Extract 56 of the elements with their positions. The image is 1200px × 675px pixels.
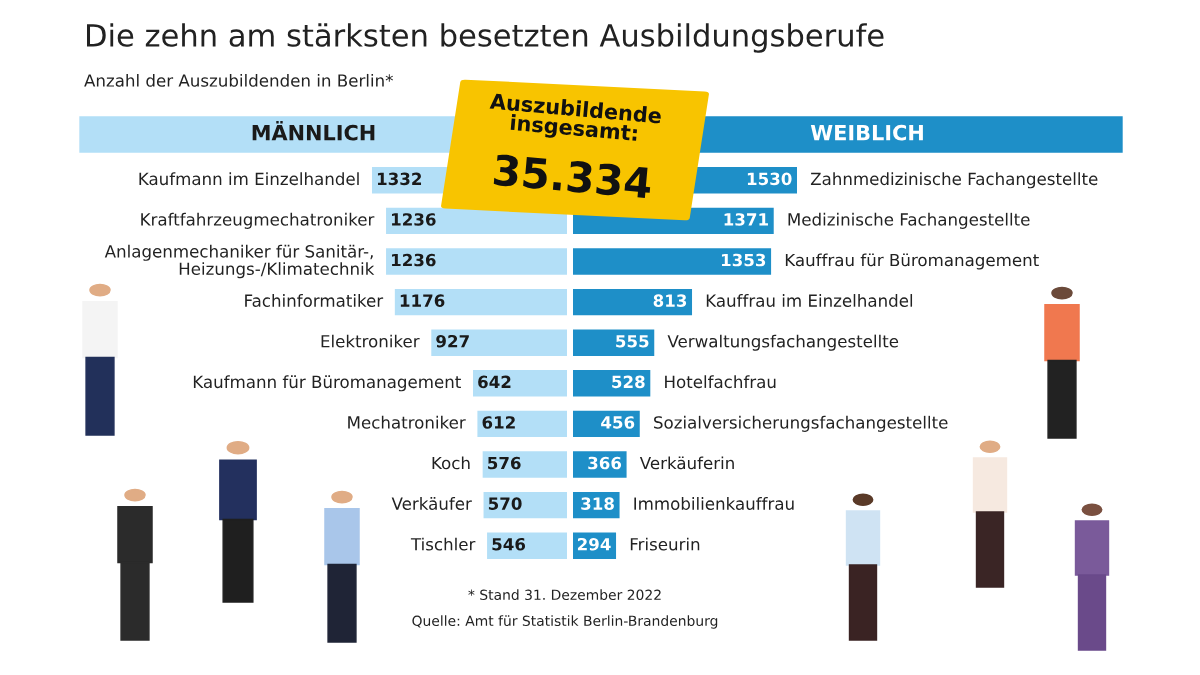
category-label: Hotelfachfrau: [665, 375, 776, 389]
bar: [431, 329, 567, 356]
data-label: 1530: [747, 172, 792, 186]
data-label: 570: [488, 497, 522, 510]
data-label: 927: [436, 334, 469, 348]
category-label: Verwaltungsfachangestellte: [667, 334, 899, 351]
category-label: Zahnmedizinische Fachangestellte: [810, 172, 1098, 189]
data-label: 528: [612, 375, 645, 389]
category-label: Medizinische Fachangestellte: [788, 212, 1030, 229]
annotation: 35.334: [493, 153, 652, 199]
data-label: 546: [492, 537, 526, 551]
data-label: 1236: [392, 213, 436, 226]
data-label: 366: [588, 456, 622, 470]
data-label: 576: [488, 456, 521, 470]
data-label: 555: [616, 335, 649, 348]
text: Anzahl der Auszubildenden in Berlin*: [84, 73, 393, 87]
text: * Stand 31. Dezember 2022: [468, 589, 661, 601]
bar: [482, 451, 567, 478]
data-label: 1176: [400, 294, 445, 307]
category-label: Koch: [432, 456, 470, 470]
data-label: 294: [577, 537, 611, 551]
data-label: 642: [478, 375, 511, 389]
data-label: 456: [601, 416, 635, 429]
bar: [473, 370, 567, 397]
series-label: MÄNNLICH: [252, 120, 375, 141]
category-label: Kraftfahrzeugmechatroniker: [141, 212, 375, 229]
data-label: 1236: [392, 253, 436, 267]
text: Auszubildende insgesamt:: [489, 92, 662, 146]
data-label: 318: [581, 497, 614, 510]
chart-title: Die zehn am stärksten besetzten Ausbildungsberufe: [87, 23, 884, 53]
bar: [386, 248, 567, 275]
data-label: 1353: [721, 253, 766, 267]
category-label: Immobilienkauffrau: [634, 497, 794, 510]
category-label: Kauffrau im Einzelhandel: [706, 294, 913, 307]
category-label: Friseurin: [630, 537, 700, 551]
category-label: Fachinformatiker: [245, 294, 384, 307]
data-label: 813: [653, 294, 687, 307]
category-label: Verkäuferin: [639, 456, 734, 470]
category-label: Tischler: [410, 537, 476, 551]
data-label: 1371: [724, 213, 768, 226]
category-label: Verkäufer: [391, 497, 472, 510]
category-label: Kauffrau für Büromanagement: [785, 253, 1039, 270]
bar: [573, 288, 693, 316]
series-label: WEIBLICH: [810, 124, 923, 141]
bar: [573, 248, 772, 275]
data-label: 1332: [377, 172, 422, 186]
category-label: Kaufmann für Büromanagement: [193, 375, 461, 392]
category-label: Anlagenmechaniker für Sanitär-, Heizungs-/Klimatechnik: [104, 244, 375, 279]
data-label: 612: [482, 416, 515, 429]
category-label: Elektroniker: [321, 334, 420, 348]
category-label: Mechatroniker: [348, 415, 466, 429]
bar: [477, 410, 567, 438]
category-label: Sozialversicherungsfachangestellte: [654, 415, 948, 432]
source-note: Quelle: Amt für Statistik Berlin-Brandenburg: [412, 615, 718, 629]
bar: [394, 288, 567, 316]
category-label: Kaufmann im Einzelhandel: [139, 172, 359, 186]
